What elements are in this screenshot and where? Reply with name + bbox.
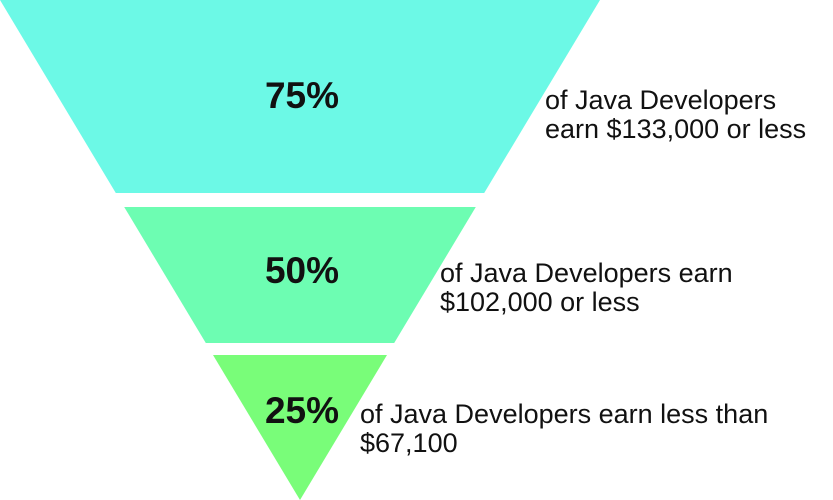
- segment-description: of Java Developers earn less than $67,10…: [360, 399, 769, 458]
- funnel-segment: [0, 0, 600, 193]
- funnel-segment: [124, 207, 476, 343]
- value-label: 75%: [265, 75, 339, 116]
- value-label: 25%: [265, 390, 339, 431]
- segment-description: of Java Developers earn $133,000 or less: [545, 85, 807, 144]
- funnel-segment: [213, 355, 387, 500]
- value-label: 50%: [265, 250, 339, 291]
- segment-description: of Java Developers earn $102,000 or less: [440, 258, 733, 317]
